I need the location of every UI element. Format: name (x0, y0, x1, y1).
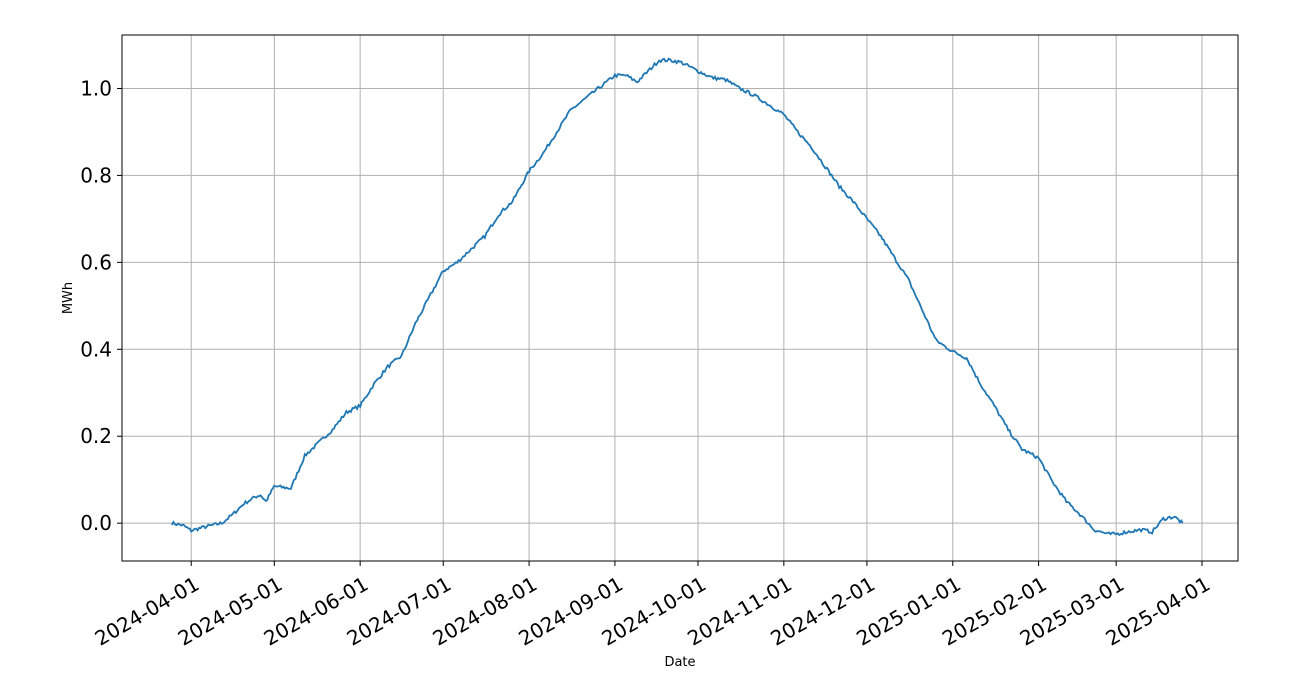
y-tick-label: 0.0 (80, 511, 112, 535)
series-line (171, 57, 1184, 537)
y-axis-title: MWh (61, 282, 76, 314)
y-tick-label: 0.6 (80, 250, 112, 274)
y-tick-label: 0.4 (80, 337, 112, 361)
y-axis: 0.0 0.2 0.4 0.6 0.8 1.0 (80, 76, 122, 535)
y-tick-label: 0.8 (80, 163, 112, 187)
x-axis-title: Date (664, 655, 695, 670)
plot-area-frame (121, 34, 1239, 562)
x-axis: 2024-04-012024-05-012024-06-012024-07-01… (91, 561, 1214, 651)
y-tick-label: 0.2 (80, 424, 112, 448)
y-tick-label: 1.0 (80, 76, 112, 100)
grid (122, 35, 1238, 561)
